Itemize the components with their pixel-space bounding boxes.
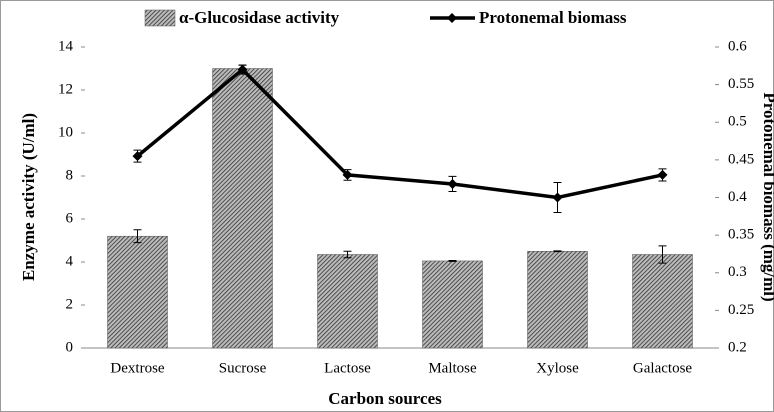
bar xyxy=(317,254,378,349)
legend-swatch xyxy=(447,13,457,23)
line-marker xyxy=(657,169,668,180)
line-marker xyxy=(342,169,353,180)
y2-tick-label: 0.2 xyxy=(728,339,747,355)
bar xyxy=(527,251,588,349)
y2-tick-label: 0.6 xyxy=(728,38,747,54)
error-bar xyxy=(448,259,457,262)
legend-swatch xyxy=(144,9,176,27)
line-marker xyxy=(447,178,458,189)
error-bar xyxy=(343,250,352,259)
y2-tick-label: 0.4 xyxy=(728,189,747,205)
x-axis-label: Carbon sources xyxy=(328,389,442,408)
line-marker xyxy=(552,192,563,203)
error-bar xyxy=(553,250,562,253)
y-tick-label: 12 xyxy=(58,81,73,97)
legend-label: Protonemal biomass xyxy=(479,8,627,27)
x-tick-label: Dextrose xyxy=(110,360,164,376)
y2-tick-label: 0.25 xyxy=(728,302,754,318)
y2-tick-label: 0.5 xyxy=(728,114,747,130)
y2-tick-label: 0.45 xyxy=(728,151,754,167)
line-marker xyxy=(132,151,143,162)
bar xyxy=(632,254,693,349)
y-tick-label: 0 xyxy=(66,339,74,355)
y-tick-label: 10 xyxy=(58,124,73,140)
x-tick-label: Maltose xyxy=(428,360,477,376)
line-marker xyxy=(237,64,248,75)
y2-axis-label: Protonemal biomass (mg/ml) xyxy=(760,92,774,301)
y2-tick-label: 0.35 xyxy=(728,227,754,243)
x-tick-label: Xylose xyxy=(536,360,579,376)
y-tick-label: 4 xyxy=(66,253,74,269)
y2-tick-label: 0.55 xyxy=(728,76,754,92)
y-tick-label: 14 xyxy=(58,38,74,54)
error-bar xyxy=(133,229,142,244)
y-tick-label: 8 xyxy=(66,167,74,183)
y2-tick-label: 0.3 xyxy=(728,264,747,280)
y-tick-label: 2 xyxy=(66,296,74,312)
bar xyxy=(212,68,273,349)
y-axis-label: Enzyme activity (U/ml) xyxy=(19,113,38,281)
x-tick-label: Sucrose xyxy=(219,360,267,376)
x-tick-label: Galactose xyxy=(633,360,692,376)
legend-label: α-Glucosidase activity xyxy=(179,8,340,27)
line xyxy=(136,67,663,200)
y-tick-label: 6 xyxy=(66,210,74,226)
bar xyxy=(422,260,483,349)
x-tick-label: Lactose xyxy=(324,360,371,376)
bar xyxy=(107,235,168,349)
error-bar xyxy=(658,245,667,264)
